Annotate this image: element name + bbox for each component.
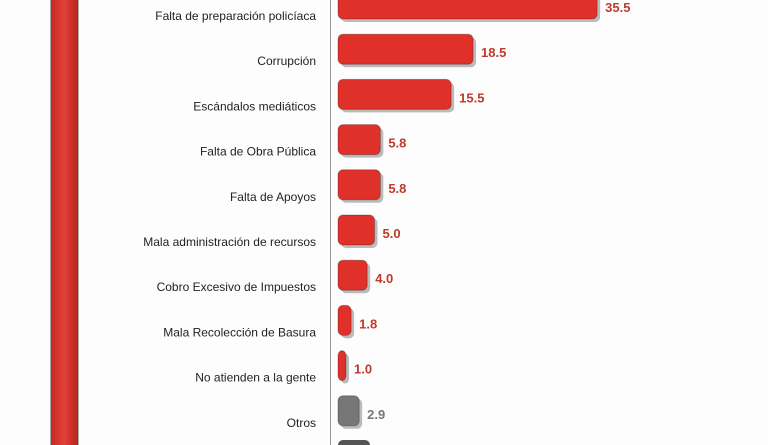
category-label: Escándalos mediáticos	[193, 99, 316, 113]
bar	[337, 78, 452, 110]
category-label: Falta de Obra Pública	[200, 145, 316, 159]
category-label: Cobro Excesivo de Impuestos	[157, 280, 316, 294]
cropped-bar	[338, 440, 370, 445]
bar	[337, 259, 368, 291]
bar	[337, 169, 381, 201]
value-label: 15.5	[459, 90, 484, 105]
decorative-red-strip	[50, 0, 79, 445]
bar	[337, 214, 375, 246]
category-label: Mala Recolección de Basura	[163, 325, 316, 339]
bar	[337, 33, 474, 65]
category-label: Falta de Apoyos	[230, 190, 316, 204]
value-label: 5.8	[388, 181, 406, 196]
category-axis-line	[330, 0, 331, 445]
bar	[337, 304, 352, 336]
category-label: Otros	[287, 416, 316, 430]
value-label: 4.0	[375, 271, 393, 286]
category-label: Corrupción	[257, 54, 316, 68]
value-label: 2.9	[367, 407, 385, 422]
value-label: 18.5	[481, 45, 506, 60]
value-label: 35.5	[605, 0, 630, 15]
bar	[337, 395, 360, 427]
bar	[337, 350, 347, 382]
bar	[337, 0, 598, 20]
category-label: No atienden a la gente	[195, 371, 316, 385]
value-label: 5.8	[388, 136, 406, 151]
value-label: 5.0	[383, 226, 401, 241]
bar	[337, 124, 381, 156]
category-label: Falta de preparación policíaca	[155, 9, 316, 23]
value-label: 1.0	[354, 362, 372, 377]
value-label: 1.8	[359, 316, 377, 331]
category-label: Mala administración de recursos	[143, 235, 316, 249]
